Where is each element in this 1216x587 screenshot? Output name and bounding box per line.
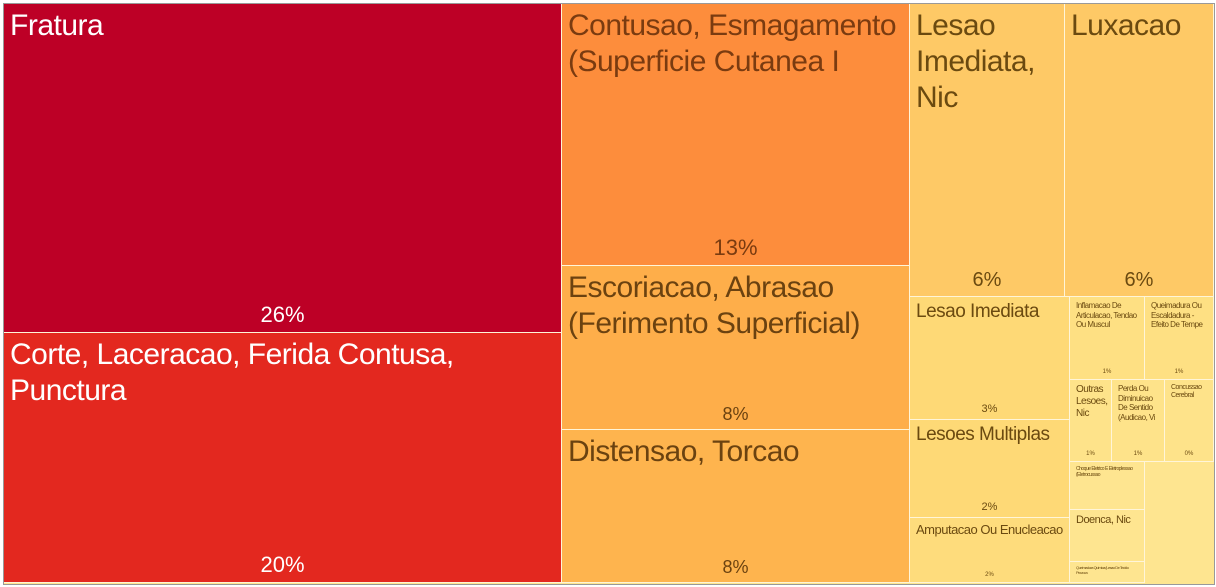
tile-label: Lesao Imediata xyxy=(916,301,1039,322)
tile-label: Corte, Laceracao, Ferida Contusa, Punctu… xyxy=(10,338,454,407)
tile-value: 3% xyxy=(981,403,998,415)
tile: Corte, Laceracao, Ferida Contusa, Punctu… xyxy=(4,333,562,583)
tile: Inflamacao De Articulacao, Tendao Ou Mus… xyxy=(1070,297,1145,380)
tile: Lesao Imediata, Nic 6% xyxy=(910,4,1065,297)
tile-label: Contusao, Esmagamento (Superficie Cutane… xyxy=(568,9,897,78)
tile-label: Outras Lesoes, Nic xyxy=(1076,384,1108,419)
tile-label: Inflamacao De Articulacao, Tendao Ou Mus… xyxy=(1076,301,1137,330)
tile-label: Fratura xyxy=(10,9,104,42)
tile-label: Escoriacao, Abrasao (Ferimento Superfici… xyxy=(568,271,860,340)
tile: Queimadura Quimica (Lesao De Tecido Prov… xyxy=(1070,562,1145,583)
tile-label: Amputacao Ou Enucleacao xyxy=(916,522,1063,537)
tile-value: 1% xyxy=(1102,369,1112,375)
tile: Choque Eletrico E Eletroplessao (Eletroc… xyxy=(1070,462,1145,510)
tile: Lesoes Multiplas 2% xyxy=(910,420,1070,518)
tile: Concussao Cerebral 0% xyxy=(1165,380,1214,462)
tile-value: 26% xyxy=(260,302,305,327)
tile-value: 6% xyxy=(1124,269,1154,291)
tile-value: 1% xyxy=(1133,451,1143,457)
tile: Escoriacao, Abrasao (Ferimento Superfici… xyxy=(562,266,910,430)
tile-label: Doenca, Nic xyxy=(1076,514,1131,526)
tile: Luxacao 6% xyxy=(1065,4,1214,297)
tile-value: 0% xyxy=(1184,451,1194,457)
tile-label: Lesoes Multiplas xyxy=(916,424,1050,445)
tile: Queimadura Ou Escaldadura - Efeito De Te… xyxy=(1145,297,1214,380)
tile-value: 20% xyxy=(260,552,305,577)
tile: Outras Lesoes, Nic 1% xyxy=(1070,380,1112,462)
tile-value: 6% xyxy=(972,269,1002,291)
tile-label: Queimadura Ou Escaldadura - Efeito De Te… xyxy=(1151,301,1203,330)
tile-value: 1% xyxy=(1174,369,1184,375)
tile-value: 1% xyxy=(1086,451,1095,457)
tile: Distensao, Torcao 8% xyxy=(562,430,910,583)
tile-value: 2% xyxy=(985,572,994,578)
tile-value: 8% xyxy=(722,557,749,577)
tile-value: 13% xyxy=(713,235,758,260)
tile-label: Lesao Imediata, Nic xyxy=(916,9,1035,114)
tile: Doenca, Nic xyxy=(1070,510,1145,562)
tile: Amputacao Ou Enucleacao 2% xyxy=(910,518,1070,583)
tile-label: Queimadura Quimica (Lesao De Tecido Prov… xyxy=(1076,565,1129,575)
tile-label: Concussao Cerebral xyxy=(1171,384,1202,400)
tile: Fratura 26% xyxy=(4,4,562,333)
tile-value: 2% xyxy=(981,501,998,513)
tile-label: Choque Eletrico E Eletroplessao (Eletroc… xyxy=(1076,466,1133,478)
tile-value: 8% xyxy=(722,404,749,424)
tile-label: Distensao, Torcao xyxy=(568,435,800,468)
tile: Contusao, Esmagamento (Superficie Cutane… xyxy=(562,4,910,266)
tile: Perda Ou Diminuicao De Sentido (Audicao,… xyxy=(1112,380,1165,462)
tile-label: Luxacao xyxy=(1071,9,1181,42)
tile: Lesao Imediata 3% xyxy=(910,297,1070,420)
tile-label: Perda Ou Diminuicao De Sentido (Audicao,… xyxy=(1118,384,1156,422)
